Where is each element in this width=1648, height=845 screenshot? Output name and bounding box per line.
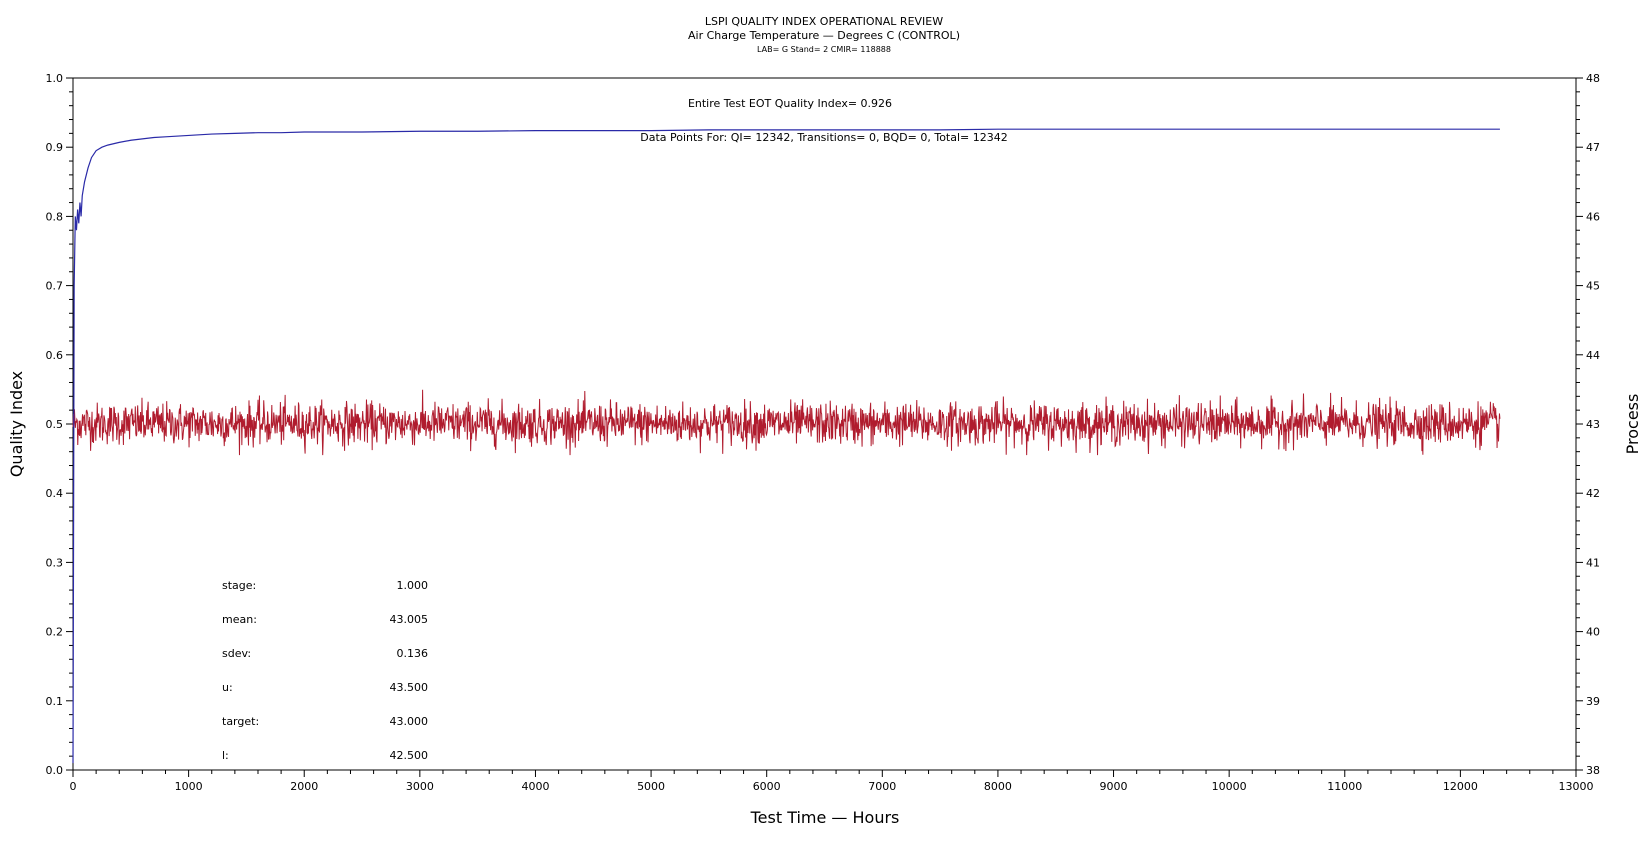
y-axis-ticks: 0.0 0.1 0.2 0.3 0.4 0.5 0.6 0.7 0.8 0.9 1.0	[46, 72, 73, 777]
stat-label: mean:	[222, 613, 257, 626]
data-points-annotation: Data Points For: QI= 12342, Transitions=…	[640, 131, 1008, 144]
y2-tick-label: 38	[1586, 764, 1600, 777]
stats-block: stage: 1.000 mean: 43.005 sdev: 0.136 u: 43.500…	[222, 579, 428, 762]
y-tick-label: 0.5	[46, 418, 64, 431]
x-tick-label: 3000	[406, 780, 434, 793]
y-tick-label: 0.9	[46, 141, 64, 154]
stat-label: target:	[222, 715, 259, 728]
y2-tick-label: 41	[1586, 556, 1600, 569]
x-tick-label: 4000	[521, 780, 549, 793]
stat-label: sdev:	[222, 647, 251, 660]
y2-tick-label: 43	[1586, 418, 1600, 431]
y-tick-label: 1.0	[46, 72, 64, 85]
x-tick-label: 1000	[175, 780, 203, 793]
stat-label: stage:	[222, 579, 256, 592]
series-quality-index-line	[72, 128, 1500, 764]
chart-subtitle: Air Charge Temperature — Degrees C (CONT…	[688, 29, 960, 42]
stat-label: u:	[222, 681, 233, 694]
x-tick-label: 0	[70, 780, 77, 793]
stat-value: 1.000	[397, 579, 429, 592]
x-tick-label: 12000	[1443, 780, 1478, 793]
y2-tick-label: 42	[1586, 487, 1600, 500]
y-tick-label: 0.4	[46, 487, 64, 500]
y-tick-label: 0.7	[46, 280, 64, 293]
y2-tick-label: 39	[1586, 695, 1600, 708]
y-axis-label: Quality Index	[7, 371, 26, 477]
y-tick-label: 0.2	[46, 626, 64, 639]
stat-value: 42.500	[390, 749, 429, 762]
stat-label: l:	[222, 749, 229, 762]
x-tick-label: 8000	[984, 780, 1012, 793]
y-tick-label: 0.6	[46, 349, 64, 362]
x-tick-label: 6000	[753, 780, 781, 793]
y2-tick-label: 47	[1586, 141, 1600, 154]
y-tick-label: 0.8	[46, 210, 64, 223]
y-tick-label: 0.1	[46, 695, 64, 708]
stat-value: 43.000	[390, 715, 429, 728]
x-tick-label: 9000	[1100, 780, 1128, 793]
y2-axis-label: Process	[1623, 394, 1642, 455]
series-process-line	[72, 389, 1501, 456]
chart-subtitle-meta: LAB= G Stand= 2 CMIR= 118888	[757, 45, 891, 54]
y2-tick-label: 40	[1586, 626, 1600, 639]
y2-tick-label: 46	[1586, 210, 1600, 223]
stat-value: 43.005	[390, 613, 429, 626]
y-tick-label: 0.0	[46, 764, 64, 777]
x-tick-label: 11000	[1327, 780, 1362, 793]
y-tick-label: 0.3	[46, 556, 64, 569]
y2-tick-label: 45	[1586, 280, 1600, 293]
chart-title: LSPI QUALITY INDEX OPERATIONAL REVIEW	[705, 15, 943, 28]
x-tick-label: 2000	[290, 780, 318, 793]
stat-value: 43.500	[390, 681, 429, 694]
stat-value: 0.136	[397, 647, 429, 660]
x-tick-label: 7000	[868, 780, 896, 793]
y2-tick-label: 44	[1586, 349, 1600, 362]
x-axis-ticks: 0 1000 2000 3000 4000 5000 6000 7000 8000 9000 100…	[70, 770, 1594, 793]
x-tick-label: 10000	[1212, 780, 1247, 793]
x-axis-label: Test Time — Hours	[750, 808, 900, 827]
y2-tick-label: 48	[1586, 72, 1600, 85]
x-tick-label: 5000	[637, 780, 665, 793]
eot-quality-index-annotation: Entire Test EOT Quality Index= 0.926	[688, 97, 892, 110]
x-tick-label: 13000	[1559, 780, 1594, 793]
y2-axis-ticks: 38 39 40 41 42 43 44 45 46 47 48	[1576, 72, 1600, 777]
